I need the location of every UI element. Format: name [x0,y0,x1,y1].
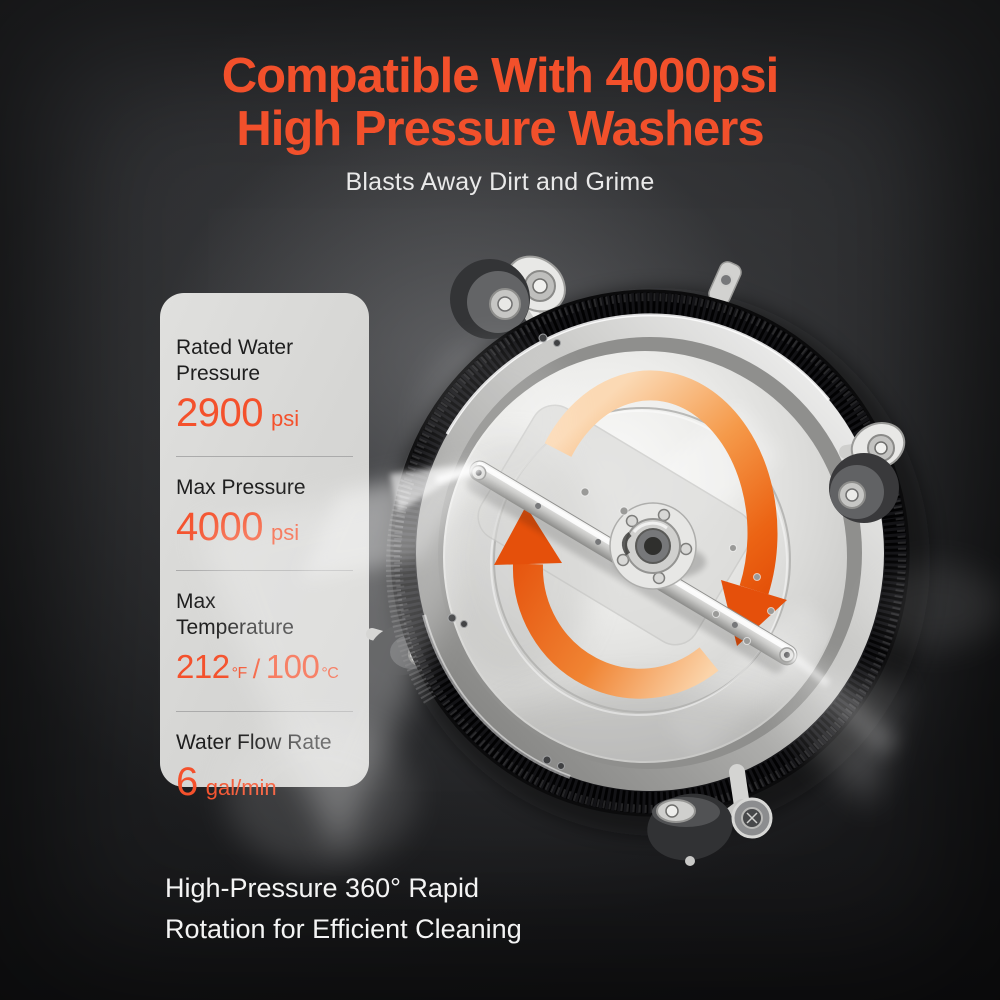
nozzle-right [779,647,795,663]
divider [176,570,353,571]
water-jet-left [435,464,482,484]
mounting-plate [477,404,753,646]
spec-unit: psi [270,406,300,431]
rim-bolts [447,333,565,770]
metal-rim [416,313,884,791]
spec-unit: psi [270,520,300,545]
spec-item-max-temperature: Max Temperature 212 °F/100 °C [176,589,353,696]
header: Compatible With 4000psi High Pressure Wa… [0,50,1000,197]
spec-value: 212 °F/100 °C [176,645,353,696]
spec-label: Max Temperature [176,590,294,639]
caption-line-2: Rotation for Efficient Cleaning [165,914,522,944]
spec-separator: / [252,654,261,684]
spec-unit-f: °F [231,665,248,682]
divider [176,456,353,457]
spray-bar [466,460,798,673]
spec-value: 2900 psi [176,391,353,441]
mount-tab-top-right [708,261,742,305]
spec-value: 6 gal/min [176,760,353,810]
center-hub [609,502,706,590]
caster-wheel-right [829,422,906,523]
water-jet-right [758,627,900,757]
rotation-arrow-bottom [494,506,719,699]
page-title: Compatible With 4000psi High Pressure Wa… [0,50,1000,156]
product-shadow [386,288,930,836]
divider [176,711,353,712]
spec-unit: gal/min [205,775,277,800]
spec-item-flow-rate: Water Flow Rate 6 gal/min [176,730,353,810]
title-line-1: Compatible With 4000psi [221,49,780,103]
spec-number-2: 100 [265,648,320,685]
caption-line-1: High-Pressure 360° Rapid [165,873,479,903]
spec-label: Water Flow Rate [176,731,332,754]
subtitle: Blasts Away Dirt and Grime [345,168,655,196]
spec-item-max-pressure: Max Pressure 4000 psi [176,475,353,555]
caster-wheel-bottom [647,764,773,866]
spec-label: Max Pressure [176,476,306,499]
title-line-2: High Pressure Washers [236,102,764,156]
spec-value: 4000 psi [176,505,353,555]
spec-number: 4000 [176,505,263,549]
spec-label: Rated Water Pressure [176,336,294,385]
rotation-arrow-top [544,370,787,646]
spec-number: 6 [176,760,198,804]
face-bolts [580,487,775,645]
spec-item-rated-pressure: Rated Water Pressure 2900 psi [176,335,353,441]
spec-panel: Rated Water Pressure 2900 psi Max Pressur… [160,293,369,804]
brush-bristles-highlight [385,477,436,704]
brush-ring [390,289,910,817]
cleaner-face [443,351,847,763]
caster-wheel-top [450,255,569,361]
caster-wheel-left [366,624,435,676]
spec-unit-c: °C [321,665,339,682]
spec-number: 2900 [176,391,263,435]
footer-caption: High-Pressure 360° Rapid Rotation for Ef… [165,868,522,950]
nozzle-left [470,464,487,481]
water-jet-right-core [787,650,831,688]
spec-number: 212 [176,648,230,685]
water-spray-right [776,564,1000,808]
